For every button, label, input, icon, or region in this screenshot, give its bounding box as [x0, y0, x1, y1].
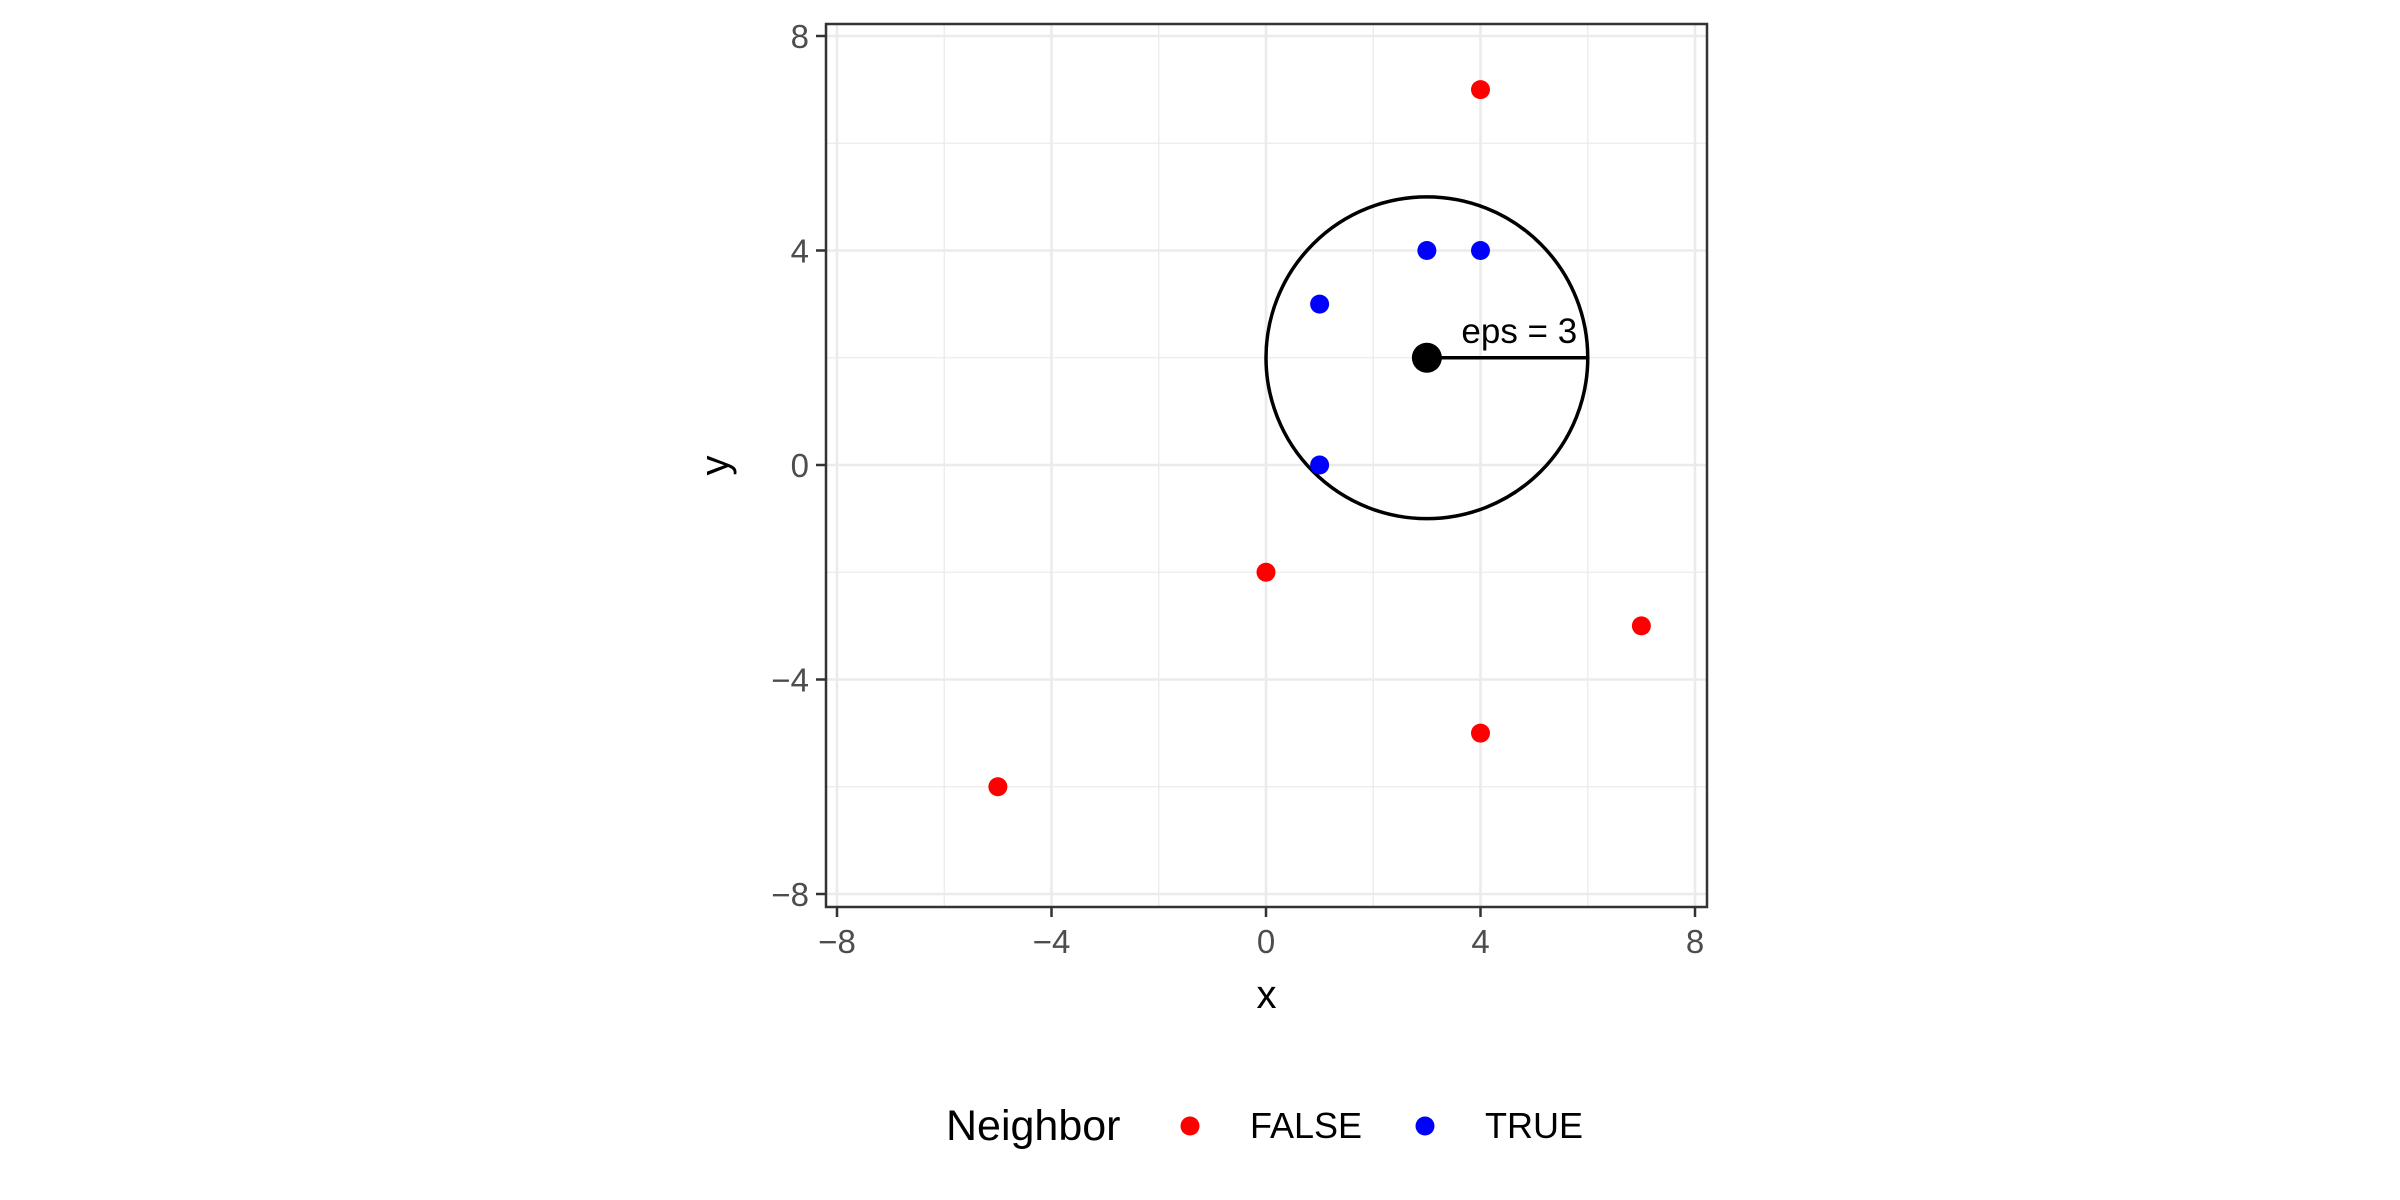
- point-false: [1471, 723, 1490, 743]
- tick-labels: −8 −4 0 4 8 −8 −4 0 4 8: [771, 18, 1704, 960]
- legend-label-true: TRUE: [1485, 1105, 1583, 1146]
- legend: Neighbor FALSE TRUE: [946, 1102, 1583, 1150]
- y-tick-label: −4: [771, 662, 809, 699]
- grid-lines: [826, 24, 1707, 907]
- point-true: [1310, 294, 1330, 314]
- y-tick-label: 0: [791, 447, 809, 484]
- legend-title: Neighbor: [946, 1102, 1121, 1150]
- x-tick-label: 0: [1257, 923, 1275, 960]
- legend-entries: FALSE TRUE: [1180, 1105, 1583, 1146]
- legend-key-true: [1415, 1116, 1435, 1136]
- data-points: [988, 80, 1651, 797]
- x-tick-label: −8: [818, 923, 856, 960]
- legend-key-false: [1180, 1116, 1200, 1136]
- panel-border: [824, 22, 1709, 909]
- x-tick-label: −4: [1033, 923, 1071, 960]
- legend-label-false: FALSE: [1250, 1105, 1362, 1146]
- y-tick-label: −8: [771, 876, 809, 913]
- axis-ticks: [816, 34, 1697, 917]
- x-axis-title: x: [1257, 973, 1277, 1017]
- eps-center-point: [1411, 342, 1442, 373]
- y-tick-label: 4: [791, 233, 809, 270]
- point-true: [1417, 241, 1437, 260]
- x-tick-label: 8: [1686, 923, 1704, 960]
- point-false: [1631, 616, 1651, 636]
- eps-label: eps = 3: [1461, 312, 1577, 351]
- point-false: [1471, 80, 1490, 100]
- point-true: [1310, 455, 1330, 475]
- point-false: [988, 777, 1008, 797]
- eps-annotation: eps = 3: [1264, 195, 1590, 521]
- x-tick-label: 4: [1471, 923, 1489, 960]
- y-tick-label: 8: [791, 18, 809, 55]
- point-true: [1471, 241, 1490, 260]
- y-axis-title: y: [693, 456, 737, 476]
- point-false: [1256, 562, 1276, 582]
